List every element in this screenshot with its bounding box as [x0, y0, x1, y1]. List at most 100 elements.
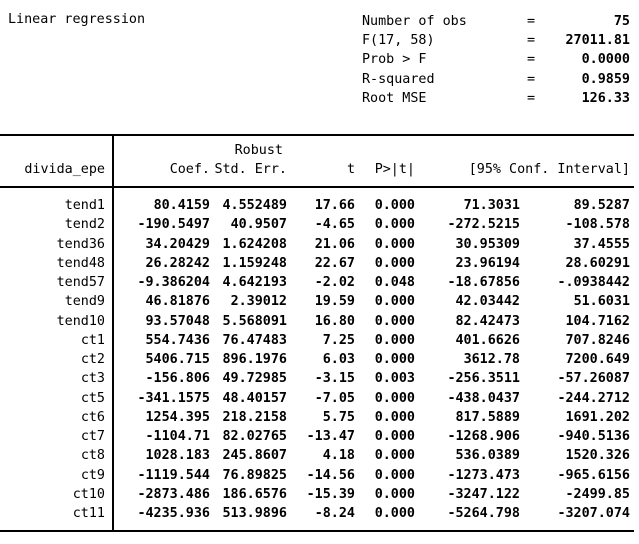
ci-high-cell: 1520.326 — [565, 448, 631, 464]
coef-cell: -341.1575 — [137, 390, 210, 406]
coef-cell: -2873.486 — [137, 486, 210, 502]
var-name-cell: ct7 — [80, 429, 105, 444]
var-name-cell: tend36 — [56, 236, 105, 252]
model-stats: Number of obs = 75 F(17, 58) = 27011.81 … — [362, 12, 630, 108]
ci-low-cell: -18.67856 — [447, 275, 520, 290]
model-stat-row: Number of obs = 75 — [362, 12, 630, 31]
stat-value: 126.33 — [581, 90, 630, 106]
var-name-cell: ct2 — [80, 352, 105, 367]
stat-value: 0.0000 — [581, 52, 630, 68]
ci-high-cell: -940.5136 — [557, 429, 630, 444]
ci-high-cell: 104.7162 — [565, 313, 631, 329]
ci-high-cell: 89.5287 — [573, 198, 630, 213]
t-cell: -7.05 — [314, 390, 355, 406]
table-row: tend10 93.57048 5.568091 16.80 0.000 82.… — [0, 312, 639, 331]
std-err-cell: 2.39012 — [230, 294, 287, 310]
t-cell: -13.47 — [306, 429, 355, 444]
table-row: tend2 -190.5497 40.9507 -4.65 0.000 -272… — [0, 215, 639, 234]
col-header-std-err: Std. Err. — [214, 162, 287, 178]
ci-low-cell: 82.42473 — [455, 313, 521, 329]
table-row: tend1 80.4159 4.552489 17.66 0.000 71.30… — [0, 196, 639, 215]
table-row: ct10 -2873.486 186.6576 -15.39 0.000 -32… — [0, 485, 639, 504]
model-stat-row: F(17, 58) = 27011.81 — [362, 31, 630, 50]
coef-cell: 34.20429 — [145, 236, 211, 252]
std-err-cell: 5.568091 — [222, 313, 288, 329]
coef-cell: -156.806 — [145, 371, 211, 387]
std-err-cell: 186.6576 — [222, 486, 288, 502]
stat-value: 27011.81 — [565, 33, 631, 49]
robust-label: Robust — [234, 143, 283, 158]
col-header-t: t — [346, 162, 355, 178]
ci-high-cell: -.0938442 — [557, 275, 630, 290]
std-err-cell: 49.72985 — [222, 371, 288, 387]
table-vertical-divider — [112, 134, 114, 532]
ci-low-cell: 817.5889 — [455, 409, 521, 425]
stat-label: R-squared — [362, 71, 435, 87]
ci-low-cell: 401.6626 — [455, 332, 521, 348]
ci-high-cell: -2499.85 — [565, 486, 631, 502]
table-row: ct9 -1119.544 76.89825 -14.56 0.000 -127… — [0, 466, 639, 485]
coef-cell: 5406.715 — [145, 352, 211, 367]
var-name-cell: ct6 — [80, 409, 105, 425]
coef-cell: -190.5497 — [137, 217, 210, 233]
coef-cell: -1119.544 — [137, 467, 210, 483]
table-row: ct2 5406.715 896.1976 6.03 0.000 3612.78… — [0, 350, 639, 369]
t-cell: 6.03 — [322, 352, 355, 367]
var-name-cell: tend1 — [64, 198, 105, 213]
std-err-cell: 76.89825 — [222, 467, 288, 483]
table-row: ct5 -341.1575 48.40157 -7.05 0.000 -438.… — [0, 389, 639, 408]
std-err-cell: 48.40157 — [222, 390, 288, 406]
ci-low-cell: -272.5215 — [447, 217, 520, 233]
col-header-coef: Coef. — [169, 162, 210, 178]
ci-low-cell: -5264.798 — [447, 506, 520, 521]
p-value-cell: 0.000 — [374, 198, 415, 213]
stat-equals: = — [527, 33, 536, 49]
table-row: tend48 26.28242 1.159248 22.67 0.000 23.… — [0, 254, 639, 273]
var-name-cell: ct1 — [80, 332, 105, 348]
model-stat-row: Prob > F = 0.0000 — [362, 50, 630, 69]
stat-equals: = — [527, 71, 536, 87]
table-row: ct1 554.7436 76.47483 7.25 0.000 401.662… — [0, 331, 639, 350]
std-err-cell: 76.47483 — [222, 332, 288, 348]
ci-low-cell: 23.96194 — [455, 255, 521, 271]
stat-equals: = — [527, 52, 536, 68]
p-value-cell: 0.048 — [374, 275, 415, 290]
ci-low-cell: 71.3031 — [463, 198, 520, 213]
ci-high-cell: 7200.649 — [565, 352, 631, 367]
t-cell: -15.39 — [306, 486, 355, 502]
coef-cell: -9.386204 — [137, 275, 210, 290]
ci-high-cell: 28.60291 — [565, 255, 631, 271]
ci-low-cell: 3612.78 — [463, 352, 520, 367]
coef-cell: 93.57048 — [145, 313, 211, 329]
table-top-rule — [0, 134, 634, 136]
coef-cell: 46.81876 — [145, 294, 211, 310]
ci-high-cell: 1691.202 — [565, 409, 631, 425]
std-err-cell: 245.8607 — [222, 448, 288, 464]
col-header-conf-interval: [95% Conf. Interval] — [468, 162, 630, 178]
stat-label: F(17, 58) — [362, 33, 435, 49]
ci-high-cell: -3207.074 — [557, 506, 630, 521]
var-name-cell: tend48 — [56, 255, 105, 271]
p-value-cell: 0.000 — [374, 236, 415, 252]
t-cell: -14.56 — [306, 467, 355, 483]
p-value-cell: 0.000 — [374, 332, 415, 348]
std-err-cell: 4.552489 — [222, 198, 288, 213]
model-stat-row: Root MSE = 126.33 — [362, 89, 630, 108]
table-header-robust-row: Robust — [0, 141, 639, 160]
t-cell: -4.65 — [314, 217, 355, 233]
var-name-cell: ct5 — [80, 390, 105, 406]
table-header: Robust divida_epe Coef. Std. Err. t P>|t… — [0, 141, 639, 179]
col-header-p: P>|t| — [374, 162, 415, 178]
table-row: tend36 34.20429 1.624208 21.06 0.000 30.… — [0, 235, 639, 254]
std-err-cell: 218.2158 — [222, 409, 288, 425]
var-name-cell: tend10 — [56, 313, 105, 329]
table-row: ct11 -4235.936 513.9896 -8.24 0.000 -526… — [0, 504, 639, 523]
p-value-cell: 0.000 — [374, 467, 415, 483]
table-row: ct7 -1104.71 82.02765 -13.47 0.000 -1268… — [0, 427, 639, 446]
t-cell: 4.18 — [322, 448, 355, 464]
std-err-cell: 1.624208 — [222, 236, 288, 252]
var-name-cell: ct10 — [72, 486, 105, 502]
t-cell: 7.25 — [322, 332, 355, 348]
std-err-cell: 513.9896 — [222, 506, 288, 521]
